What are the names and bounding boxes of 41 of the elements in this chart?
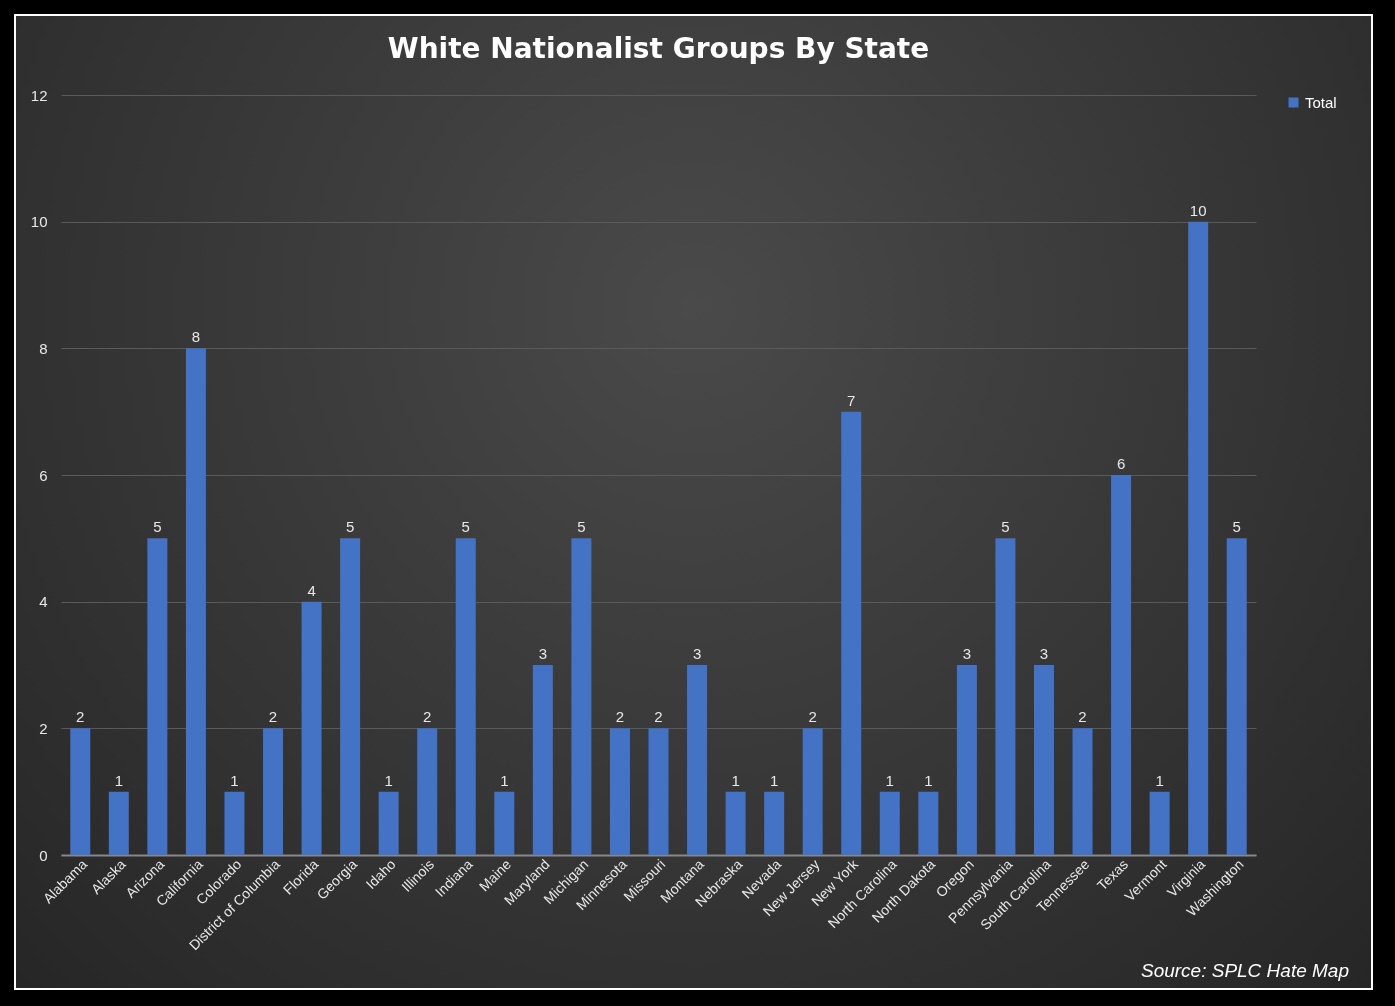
y-tick-label: 6: [39, 466, 48, 484]
y-tick-label: 0: [39, 846, 48, 864]
data-label: 5: [461, 518, 470, 536]
data-label: 3: [962, 645, 972, 662]
data-label: 5: [577, 518, 586, 536]
data-label: 2: [1078, 708, 1087, 726]
data-label: 1: [885, 771, 894, 789]
data-label: 1: [114, 771, 123, 789]
data-label: 1: [500, 771, 509, 789]
chart-title: White Nationalist Groups By State: [387, 32, 930, 65]
data-label: 6: [1116, 455, 1126, 472]
data-label: 2: [808, 708, 817, 726]
data-label: 1: [769, 771, 779, 789]
data-label: 2: [654, 708, 663, 726]
y-tick-label: 10: [30, 213, 48, 231]
data-label: 5: [153, 518, 162, 536]
data-label: 10: [1189, 201, 1207, 219]
y-tick-label: 12: [30, 86, 48, 104]
data-label: 2: [615, 708, 625, 726]
data-label: 5: [1232, 518, 1241, 536]
data-label: 2: [423, 708, 432, 726]
data-label: 5: [1001, 518, 1010, 536]
data-label: 2: [76, 708, 85, 726]
source-note: Source: SPLC Hate Map: [1140, 960, 1349, 982]
data-label: 3: [538, 645, 548, 662]
y-tick-label: 4: [39, 593, 48, 611]
y-tick-label: 2: [39, 719, 48, 737]
data-label: 1: [230, 771, 239, 789]
legend-label: Total: [1305, 93, 1337, 111]
data-label: 3: [692, 645, 702, 662]
data-label: 8: [191, 328, 201, 346]
data-label: 3: [1039, 645, 1049, 662]
data-label: 2: [268, 708, 278, 726]
data-label: 7: [847, 391, 856, 409]
y-tick-label: 8: [39, 339, 48, 357]
data-label: 1: [731, 771, 740, 789]
data-label: 1: [1155, 771, 1164, 789]
data-label: 5: [345, 518, 355, 536]
data-label: 4: [307, 581, 316, 599]
data-label: 1: [384, 771, 393, 789]
data-label: 1: [924, 771, 933, 789]
